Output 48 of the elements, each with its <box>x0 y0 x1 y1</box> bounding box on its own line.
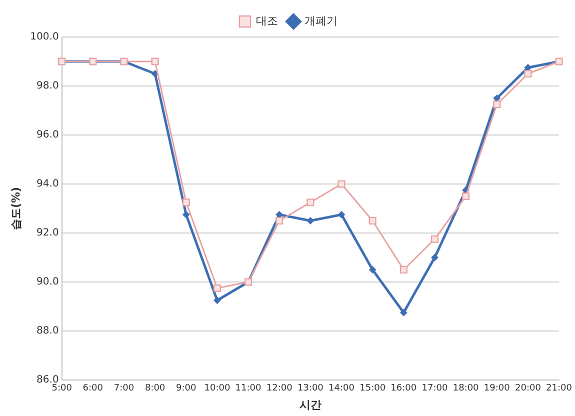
x-tick-label: 17:00 <box>422 384 448 394</box>
y-tick-label: 98.0 <box>36 80 59 92</box>
y-tick-label: 96.0 <box>36 130 59 141</box>
x-tick-label: 21:00 <box>546 384 572 394</box>
point <box>214 296 221 304</box>
x-tick-label: 20:00 <box>514 384 542 394</box>
x-tick-label: 16:00 <box>390 384 417 394</box>
point <box>524 70 532 78</box>
x-tick-label: 19:00 <box>484 384 510 394</box>
x-tick-label: 15:00 <box>360 384 386 394</box>
point <box>338 211 346 218</box>
y-tick-label: 100.0 <box>30 32 59 43</box>
point <box>462 192 470 200</box>
x-tick-label: 12:00 <box>266 384 293 394</box>
legend-label: 개폐기 <box>304 14 338 28</box>
point <box>430 235 439 243</box>
x-tick-label: 7:00 <box>114 384 134 394</box>
x-tick-label: 8:00 <box>144 384 166 394</box>
point <box>306 198 314 206</box>
x-tick-label: 9:00 <box>176 384 197 394</box>
point <box>431 254 438 261</box>
y-tick-label: 90.0 <box>36 276 59 288</box>
y-tick-label: 92.0 <box>36 228 59 239</box>
point <box>182 198 190 206</box>
point <box>276 216 284 225</box>
x-tick-label: 10:00 <box>204 384 230 394</box>
point <box>369 266 376 274</box>
x-tick-label: 5:00 <box>52 384 72 394</box>
point <box>400 266 408 274</box>
x-tick-label: 11:00 <box>235 384 262 394</box>
legend-label: 대조 <box>256 14 278 28</box>
y-tick-label: 94.0 <box>36 178 59 190</box>
point <box>493 100 501 108</box>
x-tick-label: 14:00 <box>328 384 355 394</box>
y-tick-label: 88.0 <box>36 326 59 337</box>
x-tick-label: 6:00 <box>82 384 104 394</box>
point <box>306 217 314 224</box>
x-axis-title: 시간 <box>299 398 322 412</box>
x-tick-label: 13:00 <box>297 384 324 394</box>
y-axis-title: 습도(%) <box>9 186 22 230</box>
point <box>338 180 346 188</box>
point <box>400 309 408 316</box>
point <box>213 284 221 292</box>
point <box>368 216 376 225</box>
point <box>151 58 159 66</box>
point <box>182 211 190 218</box>
point <box>493 94 500 102</box>
x-tick-label: 18:00 <box>452 384 480 394</box>
